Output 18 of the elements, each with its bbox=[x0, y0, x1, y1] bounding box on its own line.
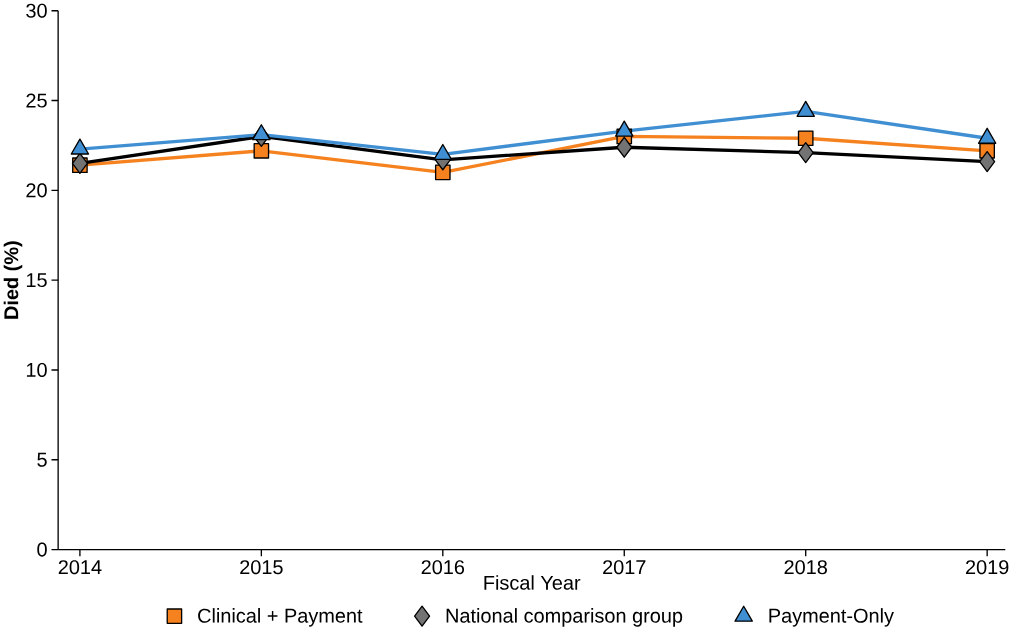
y-tick-label: 20 bbox=[26, 183, 47, 198]
x-tick-label: 2015 bbox=[240, 560, 283, 575]
y-tick-label: 10 bbox=[26, 363, 47, 378]
y-axis-title: Died (%) bbox=[3, 241, 23, 319]
legend-label: National comparison group bbox=[446, 608, 683, 627]
y-tick-label: 30 bbox=[26, 3, 47, 18]
y-tick-label: 15 bbox=[26, 273, 47, 288]
y-tick-label: 5 bbox=[37, 453, 47, 467]
legend-label: Payment-Only bbox=[769, 608, 894, 627]
y-tick-label: 0 bbox=[37, 542, 47, 557]
x-axis-title: Fiscal Year bbox=[484, 575, 581, 590]
x-tick-label: 2018 bbox=[784, 560, 827, 575]
x-tick-label: 2019 bbox=[966, 560, 1009, 575]
x-tick-label: 2016 bbox=[421, 560, 465, 575]
x-tick-label: 2017 bbox=[603, 560, 646, 575]
legend-label: Clinical + Payment bbox=[198, 608, 363, 627]
y-tick-label: 25 bbox=[26, 93, 47, 108]
x-tick-label: 2014 bbox=[58, 560, 102, 575]
